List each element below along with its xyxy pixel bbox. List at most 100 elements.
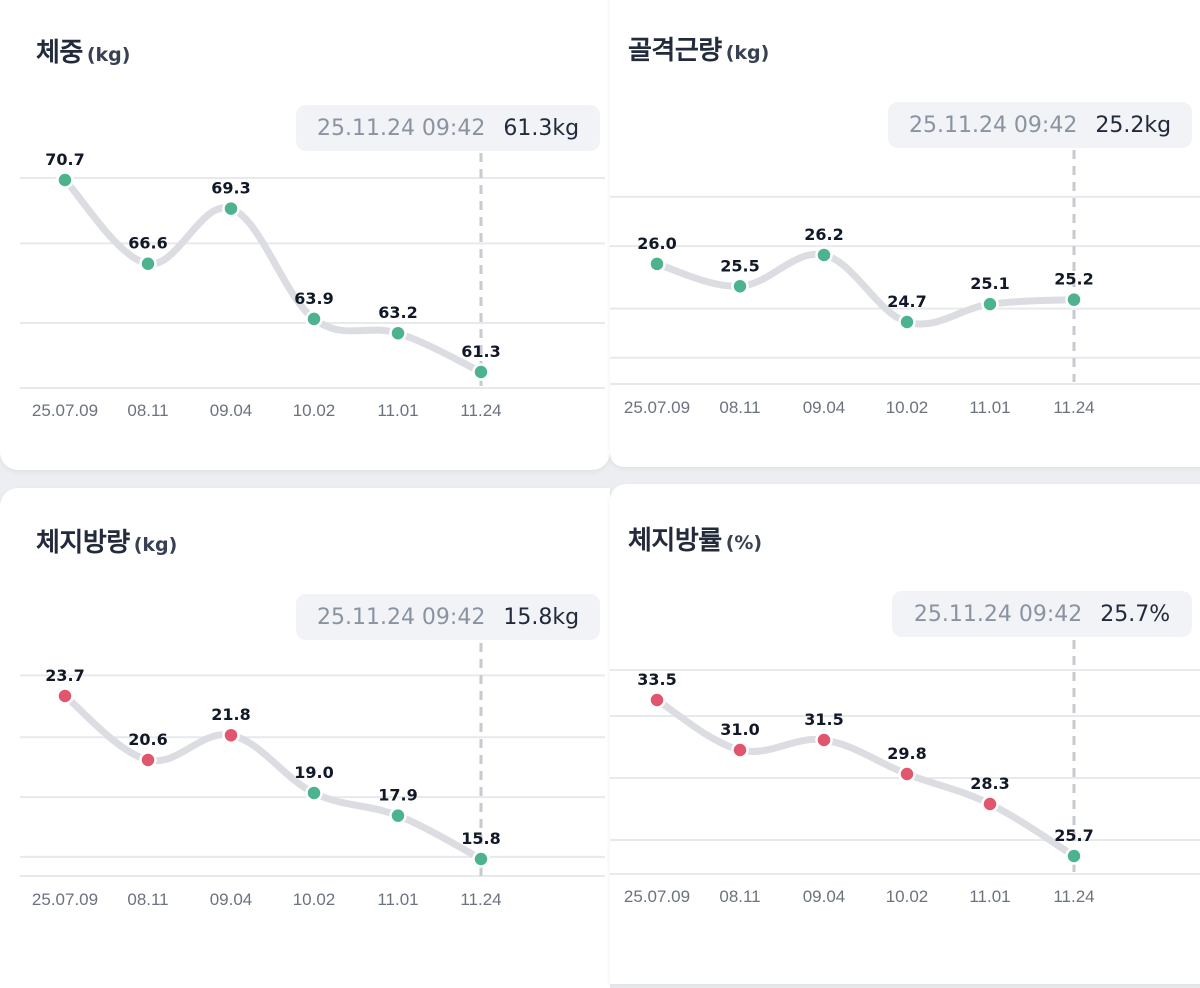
series-line bbox=[653, 696, 1078, 860]
x-tick-label: 11.01 bbox=[377, 401, 418, 420]
series-line bbox=[61, 692, 485, 863]
data-point bbox=[1065, 847, 1083, 865]
body-fat-percent-card[interactable]: 체지방률 (%) 25.11.24 09:42 25.7% 33.5 31.0 31.… bbox=[610, 484, 1200, 984]
x-tick-label: 25.07.09 bbox=[624, 887, 690, 906]
data-label: 61.3 bbox=[461, 342, 500, 361]
data-point bbox=[981, 295, 999, 313]
chart-title: 체지방량 (kg) bbox=[36, 522, 177, 559]
x-tick-label: 08.11 bbox=[127, 890, 168, 909]
tooltip-value: 25.7% bbox=[1100, 601, 1171, 627]
data-point bbox=[139, 751, 157, 769]
data-label: 15.8 bbox=[461, 829, 500, 848]
data-label: 66.6 bbox=[128, 234, 167, 253]
tooltip-value: 15.8kg bbox=[503, 604, 580, 630]
chart-title: 체중 (kg) bbox=[36, 32, 130, 69]
x-tick-label: 11.24 bbox=[460, 890, 501, 909]
body-fat-mass-card[interactable]: 체지방량 (kg) 25.11.24 09:42 15.8kg 23.7 20.6 2… bbox=[0, 488, 610, 988]
tooltip-value: 61.3kg bbox=[503, 115, 580, 141]
data-point bbox=[1065, 290, 1083, 309]
x-tick-label: 11.01 bbox=[969, 398, 1010, 417]
data-label: 25.1 bbox=[970, 274, 1009, 293]
chart-unit: (kg) bbox=[725, 42, 770, 64]
data-point bbox=[815, 246, 833, 264]
data-label: 19.0 bbox=[294, 763, 333, 782]
x-tick-label: 08.11 bbox=[719, 398, 760, 417]
chart-title-text: 체지방률 bbox=[628, 526, 722, 556]
data-point bbox=[648, 691, 666, 709]
data-point bbox=[981, 795, 999, 813]
data-point bbox=[815, 731, 833, 749]
tooltip-time: 25.11.24 09:42 bbox=[316, 115, 486, 141]
data-label: 23.7 bbox=[45, 666, 84, 685]
data-label: 28.3 bbox=[970, 774, 1009, 793]
data-label: 31.0 bbox=[720, 720, 759, 739]
data-point bbox=[389, 806, 407, 825]
data-label: 29.8 bbox=[887, 744, 926, 763]
data-label: 20.6 bbox=[128, 730, 167, 749]
data-point bbox=[898, 765, 916, 783]
x-tick-label: 25.07.09 bbox=[624, 398, 690, 417]
chart-unit: (%) bbox=[725, 532, 763, 554]
x-tick-label: 10.02 bbox=[293, 890, 336, 909]
tooltip-value: 25.2kg bbox=[1095, 112, 1172, 138]
tooltip-time: 25.11.24 09:42 bbox=[908, 112, 1078, 138]
tooltip: 25.11.24 09:42 15.8kg bbox=[296, 594, 600, 640]
data-point bbox=[305, 310, 323, 328]
data-point bbox=[56, 171, 74, 189]
data-point bbox=[222, 726, 240, 744]
x-tick-label: 10.02 bbox=[293, 401, 336, 420]
data-label: 31.5 bbox=[804, 710, 843, 729]
skeletal-muscle-card[interactable]: 골격근량 (kg) 25.11.24 09:42 25.2kg 26.0 25.5 2… bbox=[610, 0, 1200, 467]
data-point bbox=[139, 254, 157, 273]
x-tick-label: 11.01 bbox=[969, 887, 1010, 906]
x-tick-label: 11.24 bbox=[460, 401, 501, 420]
weight-card[interactable]: 체중 (kg) 25.11.24 09:42 61.3kg 70.7 66.6 69.… bbox=[0, 0, 610, 470]
data-label: 70.7 bbox=[45, 150, 84, 169]
data-label: 25.7 bbox=[1054, 826, 1093, 845]
x-tick-label: 11.24 bbox=[1053, 887, 1094, 906]
x-tick-label: 10.02 bbox=[886, 398, 929, 417]
x-tick-label: 10.02 bbox=[886, 887, 929, 906]
data-point bbox=[731, 277, 749, 296]
data-point bbox=[305, 784, 323, 802]
chart-unit: (kg) bbox=[86, 44, 131, 66]
data-point bbox=[648, 255, 666, 273]
data-point bbox=[472, 363, 490, 381]
tooltip-time: 25.11.24 09:42 bbox=[913, 601, 1083, 627]
body-fat-percent-line-chart: 33.5 31.0 31.5 29.8 28.3 25.7 25.07.09 08.11 09.… bbox=[610, 640, 1200, 906]
data-label: 25.2 bbox=[1054, 270, 1093, 289]
x-tick-label: 11.24 bbox=[1053, 398, 1094, 417]
x-tick-label: 11.01 bbox=[377, 890, 418, 909]
data-label: 24.7 bbox=[887, 292, 926, 311]
tooltip: 25.11.24 09:42 25.7% bbox=[892, 591, 1192, 637]
data-label: 63.2 bbox=[378, 303, 417, 322]
data-point bbox=[472, 850, 490, 868]
data-label: 69.3 bbox=[211, 179, 250, 198]
chart-title-text: 체지방량 bbox=[36, 528, 130, 558]
x-tick-label: 25.07.09 bbox=[32, 401, 98, 420]
chart-title: 골격근량 (kg) bbox=[628, 30, 769, 67]
x-tick-label: 25.07.09 bbox=[32, 890, 98, 909]
x-tick-label: 09.04 bbox=[803, 887, 846, 906]
data-point bbox=[898, 313, 916, 331]
data-point bbox=[222, 199, 240, 218]
chart-unit: (kg) bbox=[133, 534, 178, 556]
data-point bbox=[389, 324, 407, 342]
data-label: 26.0 bbox=[637, 234, 676, 253]
x-tick-label: 09.04 bbox=[210, 401, 253, 420]
series-line bbox=[61, 176, 485, 376]
x-tick-label: 08.11 bbox=[719, 887, 760, 906]
chart-title-text: 골격근량 bbox=[628, 36, 722, 66]
skeletal-muscle-line-chart: 26.0 25.5 26.2 24.7 25.1 25.2 25.07.09 08.11 09.… bbox=[610, 150, 1200, 417]
data-label: 17.9 bbox=[378, 786, 417, 805]
tooltip-time: 25.11.24 09:42 bbox=[316, 604, 486, 630]
data-point bbox=[731, 741, 749, 759]
body-fat-mass-line-chart: 23.7 20.6 21.8 19.0 17.9 15.8 25.07.09 08.11 09.… bbox=[20, 643, 605, 909]
data-label: 25.5 bbox=[720, 256, 759, 275]
tooltip: 25.11.24 09:42 25.2kg bbox=[888, 102, 1192, 148]
chart-title-text: 체중 bbox=[36, 38, 83, 68]
x-tick-label: 08.11 bbox=[127, 401, 168, 420]
data-label: 26.2 bbox=[804, 225, 843, 244]
weight-line-chart: 70.7 66.6 69.3 63.9 63.2 61.3 25.07.09 08.11 09.… bbox=[20, 150, 605, 420]
x-tick-label: 09.04 bbox=[210, 890, 253, 909]
